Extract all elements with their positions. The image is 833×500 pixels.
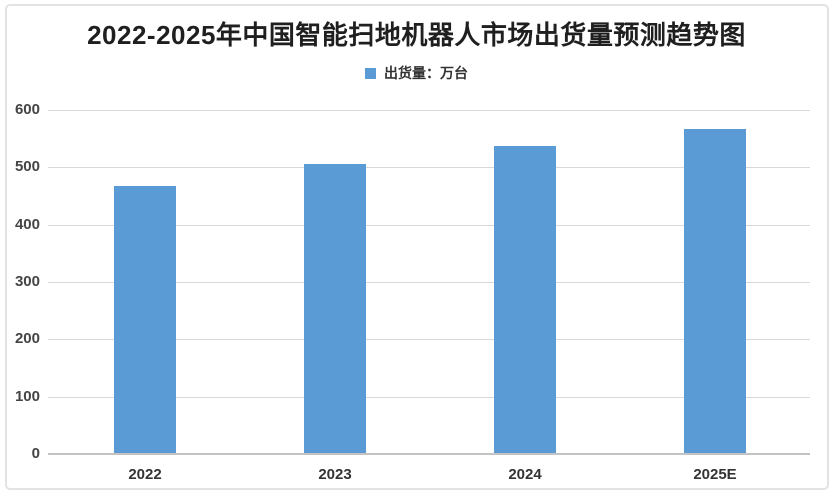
- y-tick-label: 300: [14, 273, 40, 290]
- bar-2023: [304, 164, 366, 453]
- bar-2022: [114, 185, 176, 453]
- legend-square-icon: [365, 67, 376, 79]
- x-tick-label-2022: 2022: [128, 466, 162, 483]
- y-tick-label: 100: [14, 387, 40, 405]
- bar-2025E: [684, 129, 746, 453]
- y-tick-label: 500: [14, 158, 40, 176]
- gridline-y0: [48, 453, 810, 455]
- gridline-y400: [48, 224, 810, 226]
- gridline-y500: [48, 167, 810, 169]
- x-tick-label-2024: 2024: [508, 466, 542, 483]
- chart-title: 2022-2025年中国智能扫地机器人市场出货量预测趋势图: [87, 20, 746, 50]
- y-tick-label: 0: [31, 445, 40, 462]
- y-tick-label: 600: [14, 101, 40, 118]
- gridline-y200: [48, 339, 810, 341]
- bar-2024: [494, 145, 556, 453]
- gridline-y600: [48, 110, 810, 111]
- gridline-y300: [48, 282, 810, 283]
- x-tick-label-2023: 2023: [318, 466, 352, 483]
- y-tick-label: 200: [14, 330, 40, 348]
- gridline-y100: [48, 396, 810, 398]
- y-tick-label: 400: [14, 215, 40, 233]
- legend: 出货量：万台: [0, 63, 833, 83]
- legend-label: 出货量：万台: [384, 65, 468, 81]
- x-tick-label-2025E: 2025E: [693, 466, 737, 483]
